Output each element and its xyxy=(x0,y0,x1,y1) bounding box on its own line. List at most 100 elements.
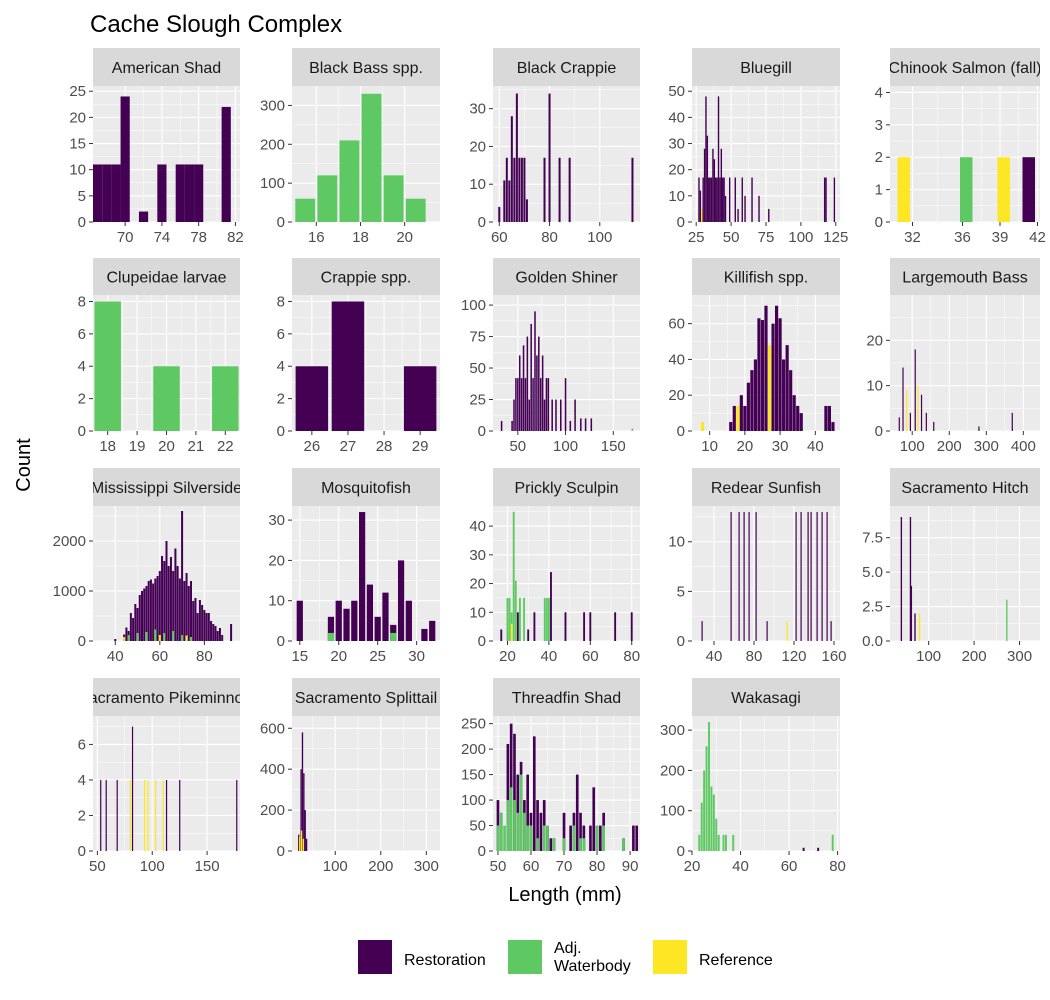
histogram-bar-main xyxy=(724,834,727,851)
histogram-bar-main xyxy=(1022,157,1035,222)
facet-strip-label: Threadfin Shad xyxy=(512,690,621,707)
histogram-bar-main xyxy=(810,511,812,641)
histogram-bar-main xyxy=(194,164,204,222)
histogram-bar-overlay xyxy=(536,838,539,851)
histogram-bar-overlay xyxy=(136,633,139,641)
histogram-bar-main xyxy=(632,825,635,851)
histogram-bar-overlay xyxy=(546,825,549,851)
histogram-bar-main xyxy=(305,838,308,851)
histogram-bar-overlay xyxy=(523,812,526,851)
histogram-bar-main xyxy=(538,336,540,431)
histogram-bar-main xyxy=(192,601,195,641)
histogram-bar-main xyxy=(518,157,521,222)
facet-panel-crappie-spp: Crappie spp. 0 2 4 6 8 26 27 28 29 xyxy=(277,258,440,455)
y-tick-label: 40 xyxy=(469,518,486,535)
x-tick-label: 50 xyxy=(723,229,740,246)
y-tick-label: 5.0 xyxy=(862,564,883,581)
histogram-bar-main xyxy=(136,608,139,641)
y-tick-label: 200 xyxy=(660,762,685,779)
histogram-bar-main xyxy=(543,399,546,431)
histogram-bar-main xyxy=(712,794,715,851)
histogram-bar-main xyxy=(181,511,184,641)
histogram-bar-main xyxy=(94,301,121,431)
y-tick-label: 150 xyxy=(461,767,486,784)
facet-strip xyxy=(93,48,240,86)
histogram-bar-main xyxy=(914,613,916,641)
histogram-bar-main xyxy=(405,198,426,222)
histogram-bar-main xyxy=(129,779,131,851)
facet-strip xyxy=(692,258,840,295)
histogram-bar-main xyxy=(156,576,159,641)
histogram-bar-overlay xyxy=(519,774,523,851)
histogram-bar-overlay xyxy=(499,812,503,851)
facet-panel-clupeidae-larvae: Clupeidae larvae 0 2 4 6 8 18 19 20 21 22 xyxy=(78,258,240,455)
facet-strip xyxy=(890,48,1040,86)
histogram-bar-overlay xyxy=(302,838,305,851)
y-tick-label: 100 xyxy=(461,297,486,314)
y-tick-label: 2.5 xyxy=(862,599,883,616)
histogram-bar-main xyxy=(514,580,517,641)
histogram-bar-main xyxy=(511,420,513,431)
histogram-bar-main xyxy=(510,116,513,222)
histogram-bar-main xyxy=(421,628,428,641)
histogram-bar-main xyxy=(102,164,112,222)
legend-label: Reference xyxy=(699,952,773,969)
histogram-bar-main xyxy=(997,157,1010,222)
panel-background xyxy=(292,716,440,851)
y-tick-label: 10 xyxy=(469,176,486,193)
histogram-bar-main xyxy=(782,359,786,431)
histogram-bar-main xyxy=(185,573,188,641)
histogram-bar-main xyxy=(724,195,727,222)
histogram-bar-main xyxy=(562,812,566,851)
histogram-bar-main xyxy=(165,779,168,851)
histogram-bar-main xyxy=(163,561,166,641)
histogram-bar-main xyxy=(831,834,834,851)
histogram-bar-main xyxy=(817,847,820,851)
histogram-bar-main xyxy=(555,399,557,431)
histogram-bar-main xyxy=(778,318,782,431)
histogram-bar-main xyxy=(532,378,534,431)
histogram-bar-main xyxy=(701,208,703,222)
x-tick-label: 39 xyxy=(992,229,1009,246)
histogram-bar-main xyxy=(147,779,149,851)
legend-label: Adj. Waterbody xyxy=(554,940,631,975)
histogram-bar-main xyxy=(710,177,713,222)
x-tick-label: 60 xyxy=(582,648,599,665)
x-tick-label: 40 xyxy=(706,648,723,665)
histogram-bar-main xyxy=(830,621,832,641)
legend-label: Restoration xyxy=(404,952,486,969)
histogram-bar-main xyxy=(526,774,530,851)
x-tick-label: 16 xyxy=(308,229,325,246)
x-tick-label: 100 xyxy=(587,229,612,246)
histogram-bar-main xyxy=(706,135,709,222)
x-tick-label: 29 xyxy=(412,438,429,455)
histogram-bar-main xyxy=(138,595,141,641)
histogram-bar-main xyxy=(833,177,836,222)
histogram-bar-main xyxy=(700,422,705,431)
x-tick-label: 60 xyxy=(491,229,508,246)
x-tick-label: 18 xyxy=(352,229,369,246)
y-tick-label: 0 xyxy=(478,214,486,231)
x-tick-label: 20 xyxy=(158,438,175,455)
histogram-bar-main xyxy=(831,422,835,431)
x-tick-label: 75 xyxy=(758,229,775,246)
histogram-bar-main xyxy=(296,600,303,641)
y-tick-label: 0 xyxy=(277,214,285,231)
histogram-bar-main xyxy=(520,157,523,222)
histogram-bar-main xyxy=(218,628,221,641)
y-tick-label: 10 xyxy=(668,188,685,205)
histogram-bar-main xyxy=(198,600,201,641)
legend-key-reference xyxy=(653,940,687,974)
x-tick-label: 82 xyxy=(227,229,244,246)
y-tick-label: 25 xyxy=(469,392,486,409)
y-tick-label: 0 xyxy=(277,423,285,440)
histogram-bar-main xyxy=(184,164,195,222)
histogram-bar-overlay xyxy=(158,635,161,641)
histogram-bar-overlay xyxy=(595,825,599,851)
facet-strip-label: American Shad xyxy=(112,60,221,77)
histogram-bar-main xyxy=(397,560,405,641)
histogram-bar-main xyxy=(512,511,515,641)
histogram-bar-main xyxy=(898,417,900,431)
histogram-bar-main xyxy=(236,779,238,851)
histogram-bar-overlay xyxy=(602,825,605,851)
